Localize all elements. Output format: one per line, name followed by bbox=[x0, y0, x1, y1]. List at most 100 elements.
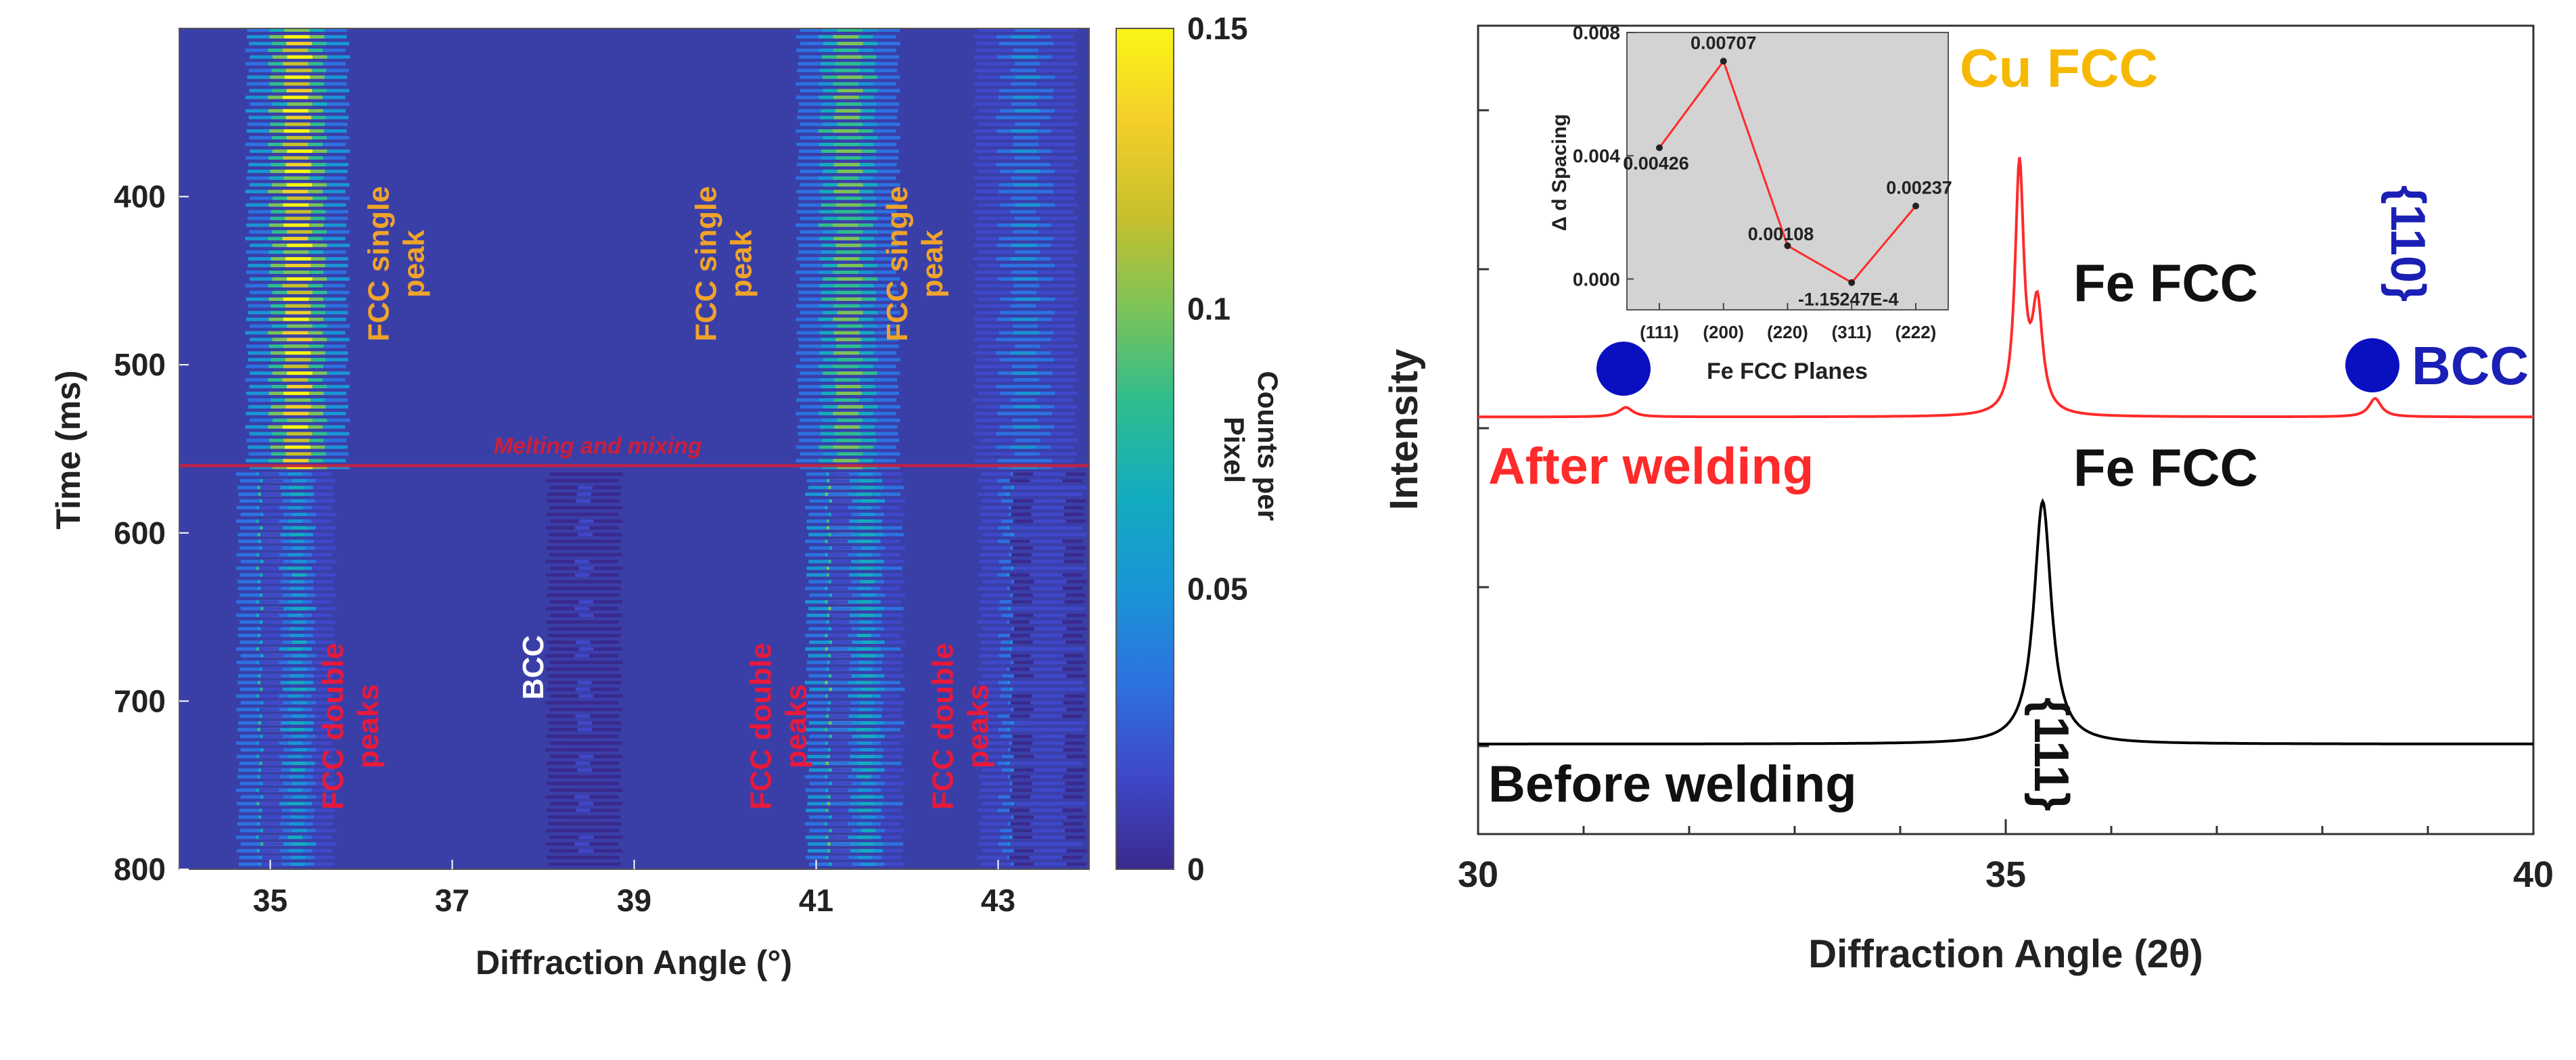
heatmap-cell bbox=[1015, 438, 1041, 442]
heatmap-cell bbox=[577, 768, 592, 772]
heatmap-cell bbox=[1039, 775, 1055, 779]
heatmap-cell bbox=[834, 425, 860, 429]
heatmap-cell bbox=[836, 55, 862, 59]
heatmap-cell bbox=[1010, 304, 1036, 308]
heatmap-cell bbox=[287, 102, 313, 106]
heatmap-cell bbox=[1014, 310, 1040, 315]
heatmap-cell bbox=[578, 532, 593, 536]
heatmap-cell bbox=[833, 304, 860, 308]
heatmap-cell bbox=[1011, 82, 1037, 86]
xrd-y-axis-label: Intensity bbox=[1382, 349, 1426, 511]
xrd-x-tick-label: 30 bbox=[1458, 854, 1498, 895]
heatmap-cell bbox=[1039, 795, 1055, 799]
heatmap-y-axis-label: Time (ms) bbox=[49, 370, 87, 529]
heatmap-cell bbox=[861, 546, 876, 550]
heatmap-cell bbox=[1012, 371, 1038, 375]
heatmap-cell bbox=[574, 748, 589, 752]
heatmap-cell bbox=[833, 95, 859, 99]
heatmap-cell bbox=[1040, 600, 1056, 604]
heatmap-cell bbox=[858, 754, 874, 758]
heatmap-cell bbox=[835, 344, 862, 348]
heatmap-cell bbox=[1042, 519, 1057, 523]
xrd-y-ticks bbox=[1478, 109, 1489, 747]
heatmap-cell bbox=[858, 614, 873, 618]
heatmap-cell bbox=[857, 835, 873, 839]
heatmap-cell bbox=[859, 849, 874, 853]
heatmap-cell bbox=[857, 808, 873, 812]
colorbar-tick-label: 0 bbox=[1187, 852, 1205, 887]
heatmap-cell bbox=[833, 270, 859, 274]
heatmap-cell bbox=[1010, 257, 1036, 261]
heatmap-cell bbox=[1038, 492, 1054, 497]
heatmap-cell bbox=[837, 122, 863, 126]
inset-x-tick-label: (200) bbox=[1703, 322, 1744, 342]
inset-value-label: 0.00426 bbox=[1623, 153, 1689, 173]
fe-fcc-after-label: Fe FCC bbox=[2073, 253, 2258, 313]
heatmap-cell bbox=[283, 176, 310, 180]
heatmap-cell bbox=[833, 143, 859, 147]
heatmap-cell bbox=[857, 694, 872, 698]
inset-value-label: 0.00707 bbox=[1690, 32, 1757, 53]
heatmap-cell bbox=[290, 539, 305, 543]
heatmap-cell bbox=[285, 162, 312, 166]
heatmap-cell bbox=[1010, 398, 1036, 402]
colorbar-tick-label: 0.1 bbox=[1187, 291, 1230, 326]
heatmap-cell bbox=[1042, 815, 1058, 819]
heatmap-cell bbox=[285, 405, 311, 409]
heatmap-cell bbox=[283, 62, 308, 66]
heatmap-cell bbox=[292, 842, 307, 846]
heatmap-cell bbox=[1010, 351, 1036, 355]
heatmap-cell bbox=[1015, 156, 1040, 160]
heatmap-cell bbox=[290, 627, 304, 631]
heatmap-cell bbox=[286, 385, 313, 389]
heatmap-cell bbox=[858, 620, 873, 624]
heatmap-cell bbox=[288, 647, 303, 651]
heatmap-cell bbox=[833, 445, 859, 449]
heatmap-cell bbox=[1040, 694, 1056, 698]
xrd-x-tick-label: 35 bbox=[1985, 854, 2026, 895]
heatmap-cell bbox=[1042, 614, 1057, 618]
heatmap-cell bbox=[1011, 244, 1037, 248]
heatmap-annotation: FCC singlepeak bbox=[881, 186, 949, 342]
heatmap-cell bbox=[283, 297, 309, 301]
heatmap-cell bbox=[1038, 761, 1053, 765]
heatmap-cell bbox=[575, 667, 590, 671]
heatmap-cell bbox=[1011, 385, 1036, 389]
heatmap-cell bbox=[860, 512, 875, 516]
heatmap-cell bbox=[292, 781, 307, 785]
heatmap-cell bbox=[1041, 687, 1057, 691]
heatmap-cell bbox=[285, 257, 311, 261]
heatmap-cell bbox=[287, 55, 313, 59]
heatmap-cell bbox=[1011, 338, 1037, 342]
heatmap-cell bbox=[860, 829, 876, 833]
heatmap-cell bbox=[1014, 405, 1040, 409]
heatmap-cell bbox=[860, 748, 875, 752]
heatmap-cell bbox=[1041, 741, 1056, 745]
heatmap-cell bbox=[576, 593, 591, 597]
heatmap-cell bbox=[288, 614, 303, 618]
inset-value-label: 0.00108 bbox=[1748, 224, 1814, 244]
colorbar-ticks: 0 0.05 0.1 0.15 bbox=[1187, 11, 1248, 887]
heatmap-cell bbox=[282, 378, 308, 382]
heatmap-cell bbox=[286, 183, 313, 187]
heatmap-cell bbox=[835, 109, 861, 113]
inset-x-tick-label: (220) bbox=[1767, 322, 1808, 342]
heatmap-cell bbox=[859, 802, 874, 806]
heatmap-cell bbox=[833, 365, 859, 369]
heatmap-cell bbox=[860, 559, 875, 563]
heatmap-annotation: FCC singlepeak bbox=[690, 186, 758, 342]
heatmap-cell bbox=[1042, 499, 1057, 503]
heatmap-cell bbox=[856, 633, 872, 637]
heatmap-cell bbox=[574, 607, 589, 611]
xrd-panel: 30 35 40 After welding Before welding Cu F… bbox=[1382, 24, 2554, 976]
heatmap-cell bbox=[1040, 653, 1055, 658]
heatmap-cell bbox=[578, 754, 594, 758]
heatmap-cell bbox=[1015, 169, 1040, 173]
before-welding-label: Before welding bbox=[1488, 756, 1857, 813]
heatmap-cell bbox=[858, 573, 873, 577]
heatmap-annotation: BCC bbox=[517, 635, 550, 699]
heatmap-cell bbox=[292, 667, 306, 671]
heatmap-cell bbox=[289, 532, 304, 536]
heatmap-cell bbox=[290, 862, 306, 867]
heatmap-cell bbox=[836, 102, 862, 106]
